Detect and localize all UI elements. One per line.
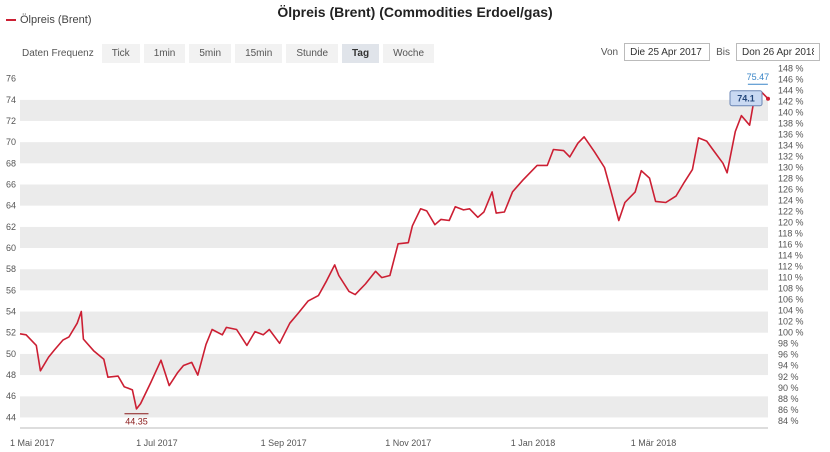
y-tick-label: 70 [6,137,16,147]
grid-band [20,163,768,185]
y2-tick-label: 128 % [778,174,804,184]
freq-button-5min[interactable]: 5min [189,44,232,63]
y-tick-label: 52 [6,328,16,338]
max-value-label: 75.47 [747,72,770,82]
y-tick-label: 54 [6,307,16,317]
x-tick-label: 1 Mär 2018 [631,438,677,448]
grid-band [20,396,768,418]
y2-tick-label: 148 % [778,63,804,73]
y-tick-label: 74 [6,95,16,105]
freq-button-1min[interactable]: 1min [143,44,186,63]
grid-band [20,353,768,376]
grid-band [20,78,768,100]
legend-swatch [6,19,16,21]
y2-tick-label: 94 % [778,361,799,371]
y2-tick-label: 140 % [778,107,804,117]
freq-button-tick[interactable]: Tick [101,44,140,63]
y2-tick-label: 92 % [778,372,799,382]
y2-tick-label: 120 % [778,218,804,228]
from-date-input[interactable] [624,43,711,61]
y2-tick-label: 108 % [778,284,804,294]
legend-label: Ölpreis (Brent) [20,14,92,26]
from-label: Von [600,46,619,58]
y-tick-label: 60 [6,243,16,253]
y-tick-label: 68 [6,158,16,168]
y2-tick-label: 90 % [778,383,799,393]
freq-button-stunde[interactable]: Stunde [286,44,339,63]
min-value-label: 44.35 [125,417,148,427]
x-tick-label: 1 Jul 2017 [136,438,178,448]
y2-tick-label: 130 % [778,163,804,173]
y2-tick-label: 100 % [778,328,804,338]
y2-tick-label: 96 % [778,350,799,360]
y2-tick-label: 112 % [778,262,803,272]
grid-band [20,332,768,354]
y-tick-label: 66 [6,179,16,189]
y2-tick-label: 88 % [778,394,799,404]
freq-button-woche[interactable]: Woche [383,44,435,63]
y2-tick-label: 104 % [778,306,804,316]
grid-band [20,269,768,291]
price-series-line [19,91,769,410]
grid-band [20,120,768,143]
y2-tick-label: 122 % [778,207,804,217]
grid-band [20,290,768,312]
y2-tick-label: 132 % [778,152,804,162]
frequency-toolbar: Daten Frequenz Tick 1min 5min 15min Stun… [22,44,438,63]
chart-legend: Ölpreis (Brent) [6,14,92,26]
y-tick-label: 58 [6,264,16,274]
last-value-label: 74.1 [737,94,755,104]
y2-tick-label: 102 % [778,317,804,327]
y2-tick-label: 118 % [778,229,803,239]
y-tick-label: 46 [6,391,16,401]
y2-tick-label: 86 % [778,405,799,415]
to-date-input[interactable] [736,43,820,61]
x-tick-label: 1 Mai 2017 [10,438,55,448]
y2-tick-label: 134 % [778,141,804,151]
y2-tick-label: 98 % [778,339,799,349]
y-tick-label: 64 [6,201,16,211]
grid-band [20,142,768,164]
freq-button-15min[interactable]: 15min [235,44,283,63]
y2-tick-label: 136 % [778,129,804,139]
last-value-badge [729,90,763,107]
x-tick-label: 1 Sep 2017 [261,438,307,448]
y-tick-label: 44 [6,412,16,422]
y2-tick-label: 84 % [778,416,799,426]
y2-tick-label: 126 % [778,185,804,195]
freq-button-tag[interactable]: Tag [342,44,380,63]
y-tick-label: 56 [6,285,16,295]
date-range: Von Bis [601,43,820,61]
y2-tick-label: 116 % [778,240,803,250]
y2-tick-label: 142 % [778,96,804,106]
last-value-point [766,96,770,101]
x-tick-label: 1 Jan 2018 [511,438,556,448]
grid-band [20,99,768,121]
y2-tick-label: 138 % [778,118,804,128]
to-label: Bis [716,46,730,58]
y2-tick-label: 146 % [778,74,804,84]
y2-tick-label: 110 % [778,273,803,283]
y-tick-label: 72 [6,116,16,126]
grid-band [20,311,768,333]
grid-band [20,226,768,248]
y-tick-label: 50 [6,349,16,359]
chart-title: Ölpreis (Brent) (Commodities Erdoel/gas) [277,4,553,20]
y-tick-label: 76 [6,74,16,84]
y2-tick-label: 106 % [778,295,804,305]
grid-band [20,375,768,397]
y-tick-label: 48 [6,370,16,380]
y2-tick-label: 124 % [778,196,804,206]
y-tick-label: 62 [6,222,16,232]
x-tick-label: 1 Nov 2017 [385,438,431,448]
frequency-label: Daten Frequenz [22,48,94,59]
grid-band [20,205,768,227]
grid-band [20,184,768,206]
y2-tick-label: 114 % [778,251,803,261]
y2-tick-label: 144 % [778,85,804,95]
